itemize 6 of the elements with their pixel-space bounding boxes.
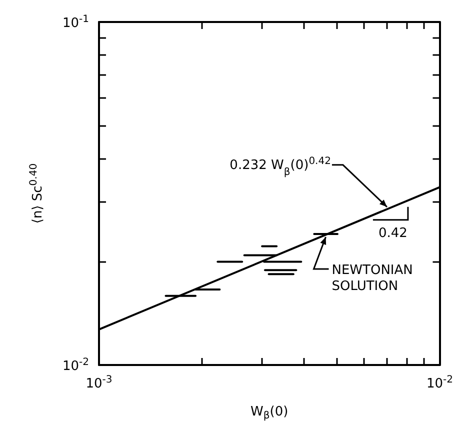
- annotation: 0.42: [378, 226, 408, 241]
- y-axis-title: ⟨n⟩ Sc0.40: [28, 163, 46, 224]
- annotation: NEWTONIAN SOLUTION: [332, 262, 413, 294]
- y-tick-label: 10$^{-1}$: [62, 14, 89, 31]
- annotation: 0.232 W$_{β}$(0)$^{0.42}$: [230, 155, 331, 178]
- y-tick-label: 10$^{-2}$: [62, 356, 89, 374]
